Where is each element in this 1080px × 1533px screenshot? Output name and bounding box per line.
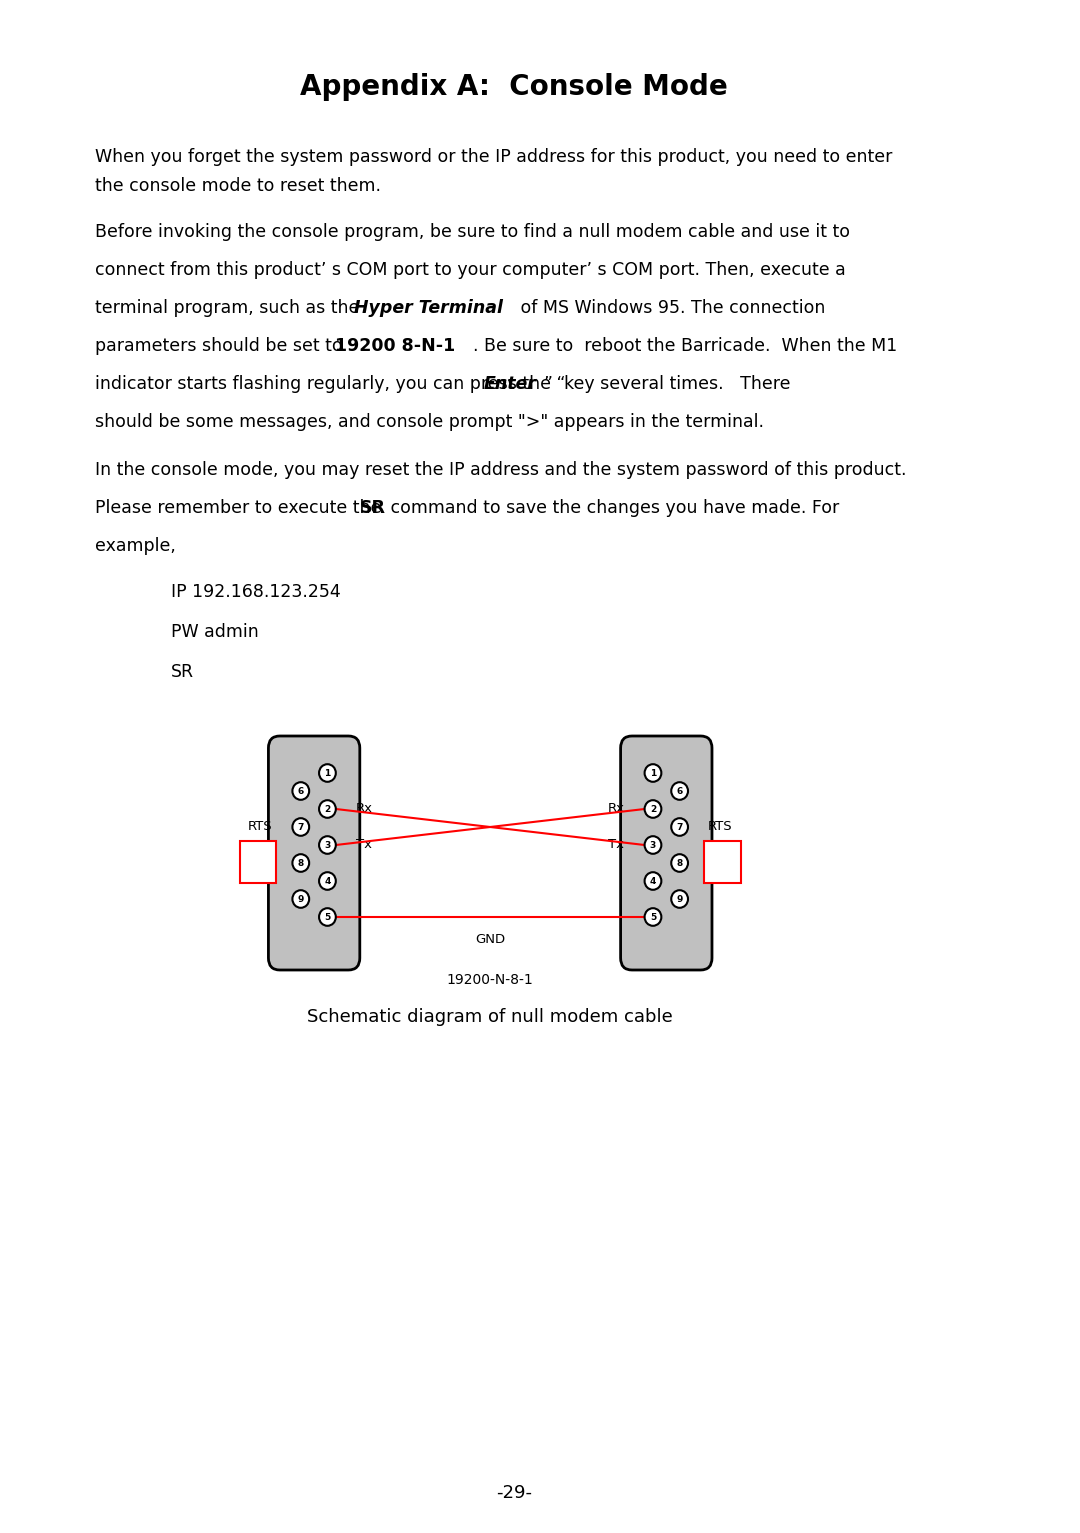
Text: Rx: Rx <box>607 802 624 816</box>
Text: parameters should be set to: parameters should be set to <box>95 337 349 356</box>
Text: 1: 1 <box>324 768 330 777</box>
Text: example,: example, <box>95 537 176 555</box>
Bar <box>240 842 276 883</box>
Text: 2: 2 <box>650 805 656 814</box>
Text: connect from this product’ s COM port to your computer’ s COM port. Then, execut: connect from this product’ s COM port to… <box>95 261 846 279</box>
Text: 8: 8 <box>298 858 303 868</box>
Text: Tx: Tx <box>608 839 624 851</box>
Text: In the console mode, you may reset the IP address and the system password of thi: In the console mode, you may reset the I… <box>95 461 907 478</box>
Text: PW admin: PW admin <box>172 622 259 641</box>
Text: RTS: RTS <box>247 820 272 834</box>
Circle shape <box>645 800 661 817</box>
Text: 7: 7 <box>676 823 683 831</box>
Text: When you forget the system password or the IP address for this product, you need: When you forget the system password or t… <box>95 149 892 195</box>
Circle shape <box>319 908 336 926</box>
Text: CTS: CTS <box>708 857 734 869</box>
Text: SR: SR <box>172 662 194 681</box>
Text: Appendix A:  Console Mode: Appendix A: Console Mode <box>300 74 728 101</box>
Text: Enter: Enter <box>484 376 537 392</box>
Circle shape <box>319 800 336 817</box>
Text: Rx: Rx <box>356 802 373 816</box>
Circle shape <box>319 872 336 889</box>
Text: should be some messages, and console prompt ">" appears in the terminal.: should be some messages, and console pro… <box>95 412 765 431</box>
Text: IP 192.168.123.254: IP 192.168.123.254 <box>172 583 341 601</box>
Text: 19200 8-N-1: 19200 8-N-1 <box>335 337 456 356</box>
Text: 9: 9 <box>298 894 303 903</box>
Circle shape <box>645 872 661 889</box>
Text: Before invoking the console program, be sure to find a null modem cable and use : Before invoking the console program, be … <box>95 222 850 241</box>
Text: GND: GND <box>475 934 505 946</box>
Text: 4: 4 <box>324 877 330 886</box>
Text: RTS: RTS <box>708 820 733 834</box>
Text: Please remember to execute the: Please remember to execute the <box>95 500 387 517</box>
Text: command to save the changes you have made. For: command to save the changes you have mad… <box>386 500 840 517</box>
Text: ”  key several times.   There: ” key several times. There <box>544 376 791 392</box>
Text: 4: 4 <box>650 877 657 886</box>
Text: 8: 8 <box>676 858 683 868</box>
Text: 5: 5 <box>324 912 330 921</box>
Text: . Be sure to  reboot the Barricade.  When the M1: . Be sure to reboot the Barricade. When … <box>473 337 897 356</box>
Circle shape <box>293 819 309 835</box>
Text: 9: 9 <box>676 894 683 903</box>
Circle shape <box>319 835 336 854</box>
Text: 5: 5 <box>650 912 656 921</box>
Circle shape <box>293 782 309 800</box>
Circle shape <box>293 891 309 908</box>
Text: 3: 3 <box>324 840 330 849</box>
Circle shape <box>645 763 661 782</box>
Text: Schematic diagram of null modem cable: Schematic diagram of null modem cable <box>308 1009 673 1026</box>
Circle shape <box>645 908 661 926</box>
Circle shape <box>645 835 661 854</box>
Circle shape <box>293 854 309 872</box>
Text: 6: 6 <box>676 786 683 796</box>
Circle shape <box>319 763 336 782</box>
Circle shape <box>672 854 688 872</box>
Text: -29-: -29- <box>496 1484 532 1502</box>
Text: 19200-N-8-1: 19200-N-8-1 <box>447 973 534 987</box>
Text: terminal program, such as the: terminal program, such as the <box>95 299 370 317</box>
Text: SR: SR <box>360 500 386 517</box>
Text: Hyper Terminal: Hyper Terminal <box>354 299 503 317</box>
Circle shape <box>672 891 688 908</box>
Text: 2: 2 <box>324 805 330 814</box>
Text: CTS: CTS <box>246 857 272 869</box>
Circle shape <box>672 819 688 835</box>
Text: of MS Windows 95. The connection: of MS Windows 95. The connection <box>515 299 825 317</box>
Text: indicator starts flashing regularly, you can press the “: indicator starts flashing regularly, you… <box>95 376 566 392</box>
Circle shape <box>672 782 688 800</box>
FancyBboxPatch shape <box>269 736 360 970</box>
Text: 3: 3 <box>650 840 656 849</box>
Text: Tx: Tx <box>356 839 372 851</box>
Text: 1: 1 <box>650 768 656 777</box>
Bar <box>704 842 741 883</box>
Text: 6: 6 <box>298 786 303 796</box>
Text: 7: 7 <box>298 823 303 831</box>
FancyBboxPatch shape <box>621 736 712 970</box>
